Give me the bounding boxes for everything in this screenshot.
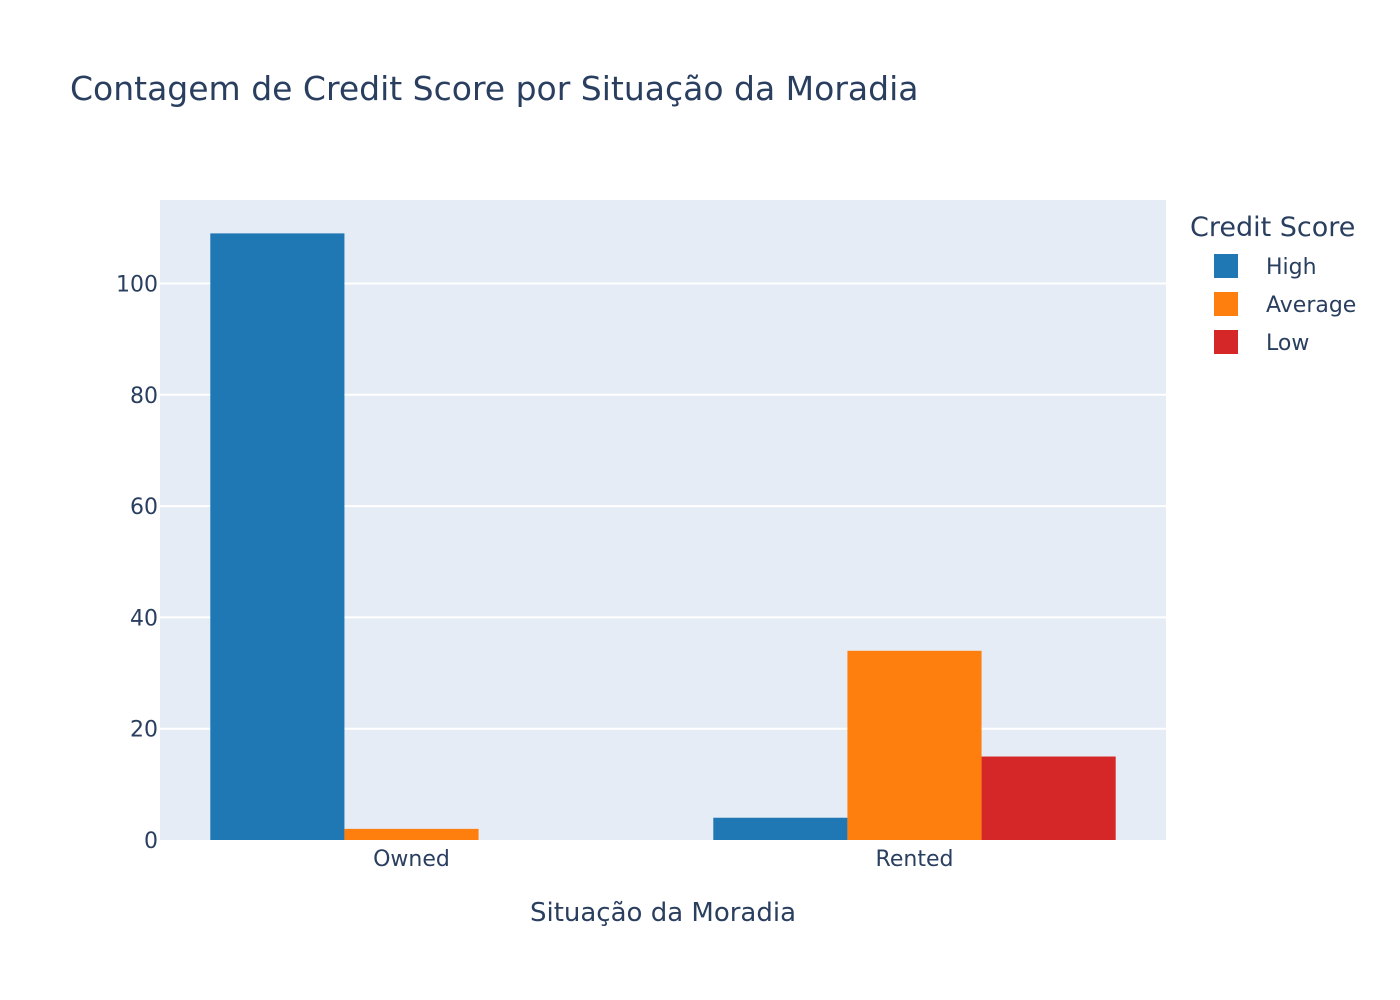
x-tick-label: Rented: [876, 847, 954, 872]
legend-title: Credit Score: [1190, 212, 1355, 243]
legend-item-low[interactable]: Low: [1214, 330, 1309, 356]
bar-average-owned[interactable]: [344, 828, 479, 840]
legend-swatch: [1214, 292, 1238, 316]
bars: [210, 233, 1116, 841]
y-tick-label: 0: [144, 829, 158, 854]
legend[interactable]: Credit Score High Average Low: [1190, 212, 1356, 356]
chart-title: Contagem de Credit Score por Situação da…: [70, 69, 918, 108]
legend-item-high[interactable]: High: [1214, 254, 1317, 280]
x-axis-title: Situação da Moradia: [530, 898, 796, 928]
legend-item-average[interactable]: Average: [1214, 292, 1356, 318]
legend-swatch: [1214, 330, 1238, 354]
y-tick-label: 80: [130, 384, 158, 409]
y-tick-label: 20: [130, 718, 158, 743]
y-axis: 0 20 40 60 80 100: [116, 272, 158, 854]
bar-low-rented[interactable]: [981, 756, 1116, 840]
legend-label: Average: [1266, 293, 1356, 318]
legend-label: High: [1266, 255, 1317, 280]
legend-label: Low: [1266, 331, 1309, 356]
y-tick-label: 100: [116, 272, 158, 297]
x-tick-label: Owned: [373, 847, 450, 872]
bar-high-rented[interactable]: [713, 817, 848, 840]
x-axis: Owned Rented: [373, 847, 953, 872]
y-tick-label: 40: [130, 606, 158, 631]
legend-items[interactable]: High Average Low: [1214, 254, 1356, 356]
bar-high-owned[interactable]: [210, 233, 345, 841]
legend-swatch: [1214, 254, 1238, 278]
bar-average-rented[interactable]: [847, 650, 982, 840]
y-tick-label: 60: [130, 495, 158, 520]
